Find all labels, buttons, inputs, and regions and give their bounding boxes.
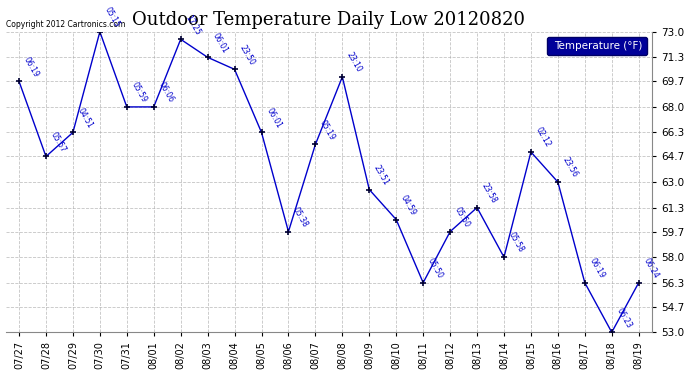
Text: 06:19: 06:19 bbox=[22, 55, 41, 79]
Text: 05:38: 05:38 bbox=[291, 206, 310, 229]
Text: 06:23: 06:23 bbox=[615, 306, 633, 330]
Text: 05:19: 05:19 bbox=[318, 118, 337, 142]
Legend: Temperature (°F): Temperature (°F) bbox=[547, 37, 647, 56]
Text: 23:51: 23:51 bbox=[372, 164, 391, 187]
Text: 06:06: 06:06 bbox=[157, 81, 175, 104]
Text: 04:59: 04:59 bbox=[399, 193, 417, 217]
Text: 23:58: 23:58 bbox=[480, 182, 498, 205]
Text: 06:19: 06:19 bbox=[588, 256, 607, 280]
Text: 17:25: 17:25 bbox=[184, 13, 202, 36]
Text: 05:50: 05:50 bbox=[453, 205, 472, 229]
Title: Outdoor Temperature Daily Low 20120820: Outdoor Temperature Daily Low 20120820 bbox=[132, 11, 525, 29]
Text: 23:10: 23:10 bbox=[345, 51, 364, 74]
Text: 05:58: 05:58 bbox=[506, 231, 526, 254]
Text: 05:15: 05:15 bbox=[103, 6, 121, 29]
Text: 06:24: 06:24 bbox=[642, 256, 660, 280]
Text: Copyright 2012 Cartronics.com: Copyright 2012 Cartronics.com bbox=[6, 20, 125, 29]
Text: 06:01: 06:01 bbox=[264, 106, 283, 130]
Text: 05:59: 05:59 bbox=[130, 81, 148, 104]
Text: 23:56: 23:56 bbox=[561, 156, 580, 179]
Text: 02:12: 02:12 bbox=[533, 126, 552, 149]
Text: 05:57: 05:57 bbox=[49, 130, 68, 154]
Text: 05:50: 05:50 bbox=[426, 256, 445, 280]
Text: 23:50: 23:50 bbox=[237, 43, 256, 67]
Text: 04:51: 04:51 bbox=[76, 106, 95, 130]
Text: 06:01: 06:01 bbox=[210, 31, 229, 54]
